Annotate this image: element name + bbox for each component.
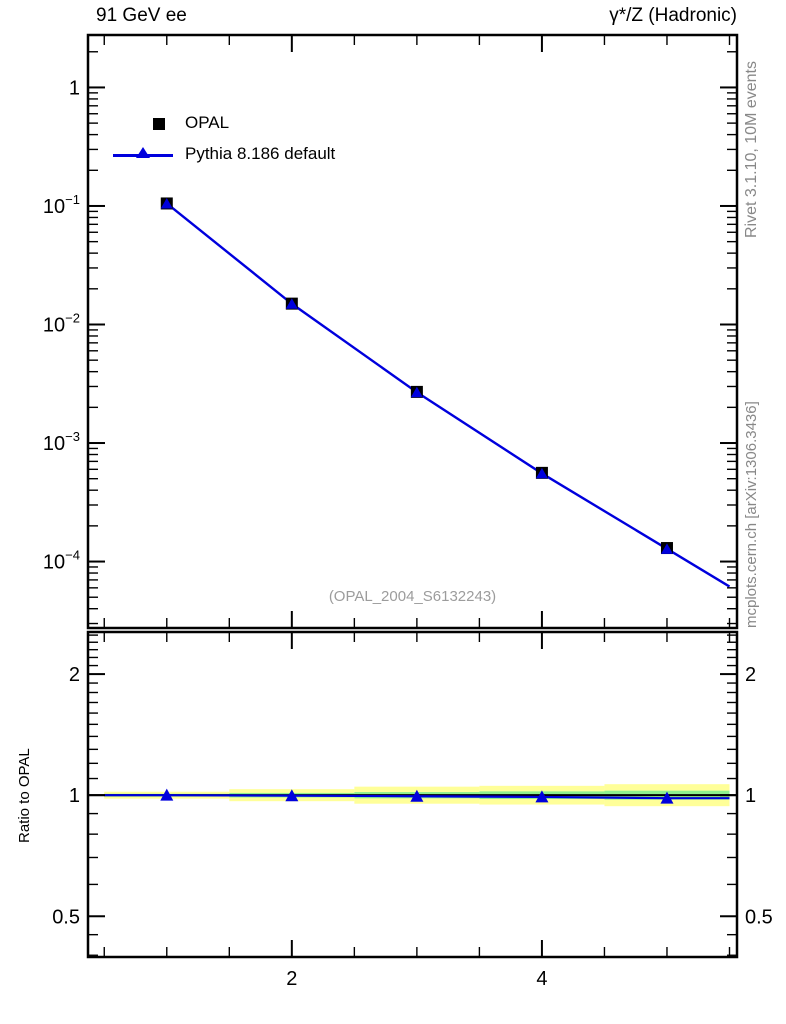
ratio-y-tick-label-left: 1 — [69, 785, 80, 807]
pythia-data-point — [160, 197, 173, 209]
pythia-data-point — [410, 386, 423, 398]
ratio-y-tick-label-left: 2 — [69, 664, 80, 686]
x-tick-label: 4 — [536, 968, 547, 990]
plot-title-left: 91 GeV ee — [96, 5, 187, 26]
main-y-tick-label: 10−3 — [43, 429, 80, 455]
ratio-axis-label: Ratio to OPAL — [16, 748, 33, 843]
ratio-y-tick-label-right: 0.5 — [745, 906, 773, 928]
pythia-data-point — [285, 298, 298, 309]
main-y-tick-label: 1 — [69, 77, 80, 99]
main-y-tick-label: 10−2 — [43, 310, 80, 336]
rivet-version-note: Rivet 3.1.10, 10M events — [743, 61, 760, 238]
ratio-y-tick-label-right: 1 — [745, 785, 756, 807]
plot-title-right: γ*/Z (Hadronic) — [609, 5, 737, 26]
legend-label-pythia: Pythia 8.186 default — [185, 144, 336, 163]
analysis-watermark: (OPAL_2004_S6132243) — [328, 588, 497, 605]
panel-borders — [86, 33, 739, 959]
pythia-data-point — [535, 467, 548, 479]
ratio-y-tick-label-right: 2 — [745, 664, 756, 686]
main-y-tick-label: 10−1 — [43, 192, 80, 218]
legend-label-opal: OPAL — [185, 113, 230, 132]
opal-square-marker-icon — [153, 118, 165, 130]
x-tick-label: 2 — [286, 968, 297, 990]
pythia-data-point — [660, 543, 673, 554]
ratio-y-tick-label-left: 0.5 — [52, 906, 80, 928]
pythia-triangle-marker-icon — [136, 147, 150, 158]
main-series — [160, 197, 731, 588]
main-y-tick-label: 10−4 — [43, 548, 80, 574]
axes-ticks: 2 4 1 10−1 10−2 10−3 10−4 2 2 1 1 0.5 0.5 — [43, 36, 773, 990]
mcplots-arxiv-note: mcplots.cern.ch [arXiv:1306.3436] — [743, 401, 760, 628]
ratio-mc-series — [104, 788, 730, 804]
